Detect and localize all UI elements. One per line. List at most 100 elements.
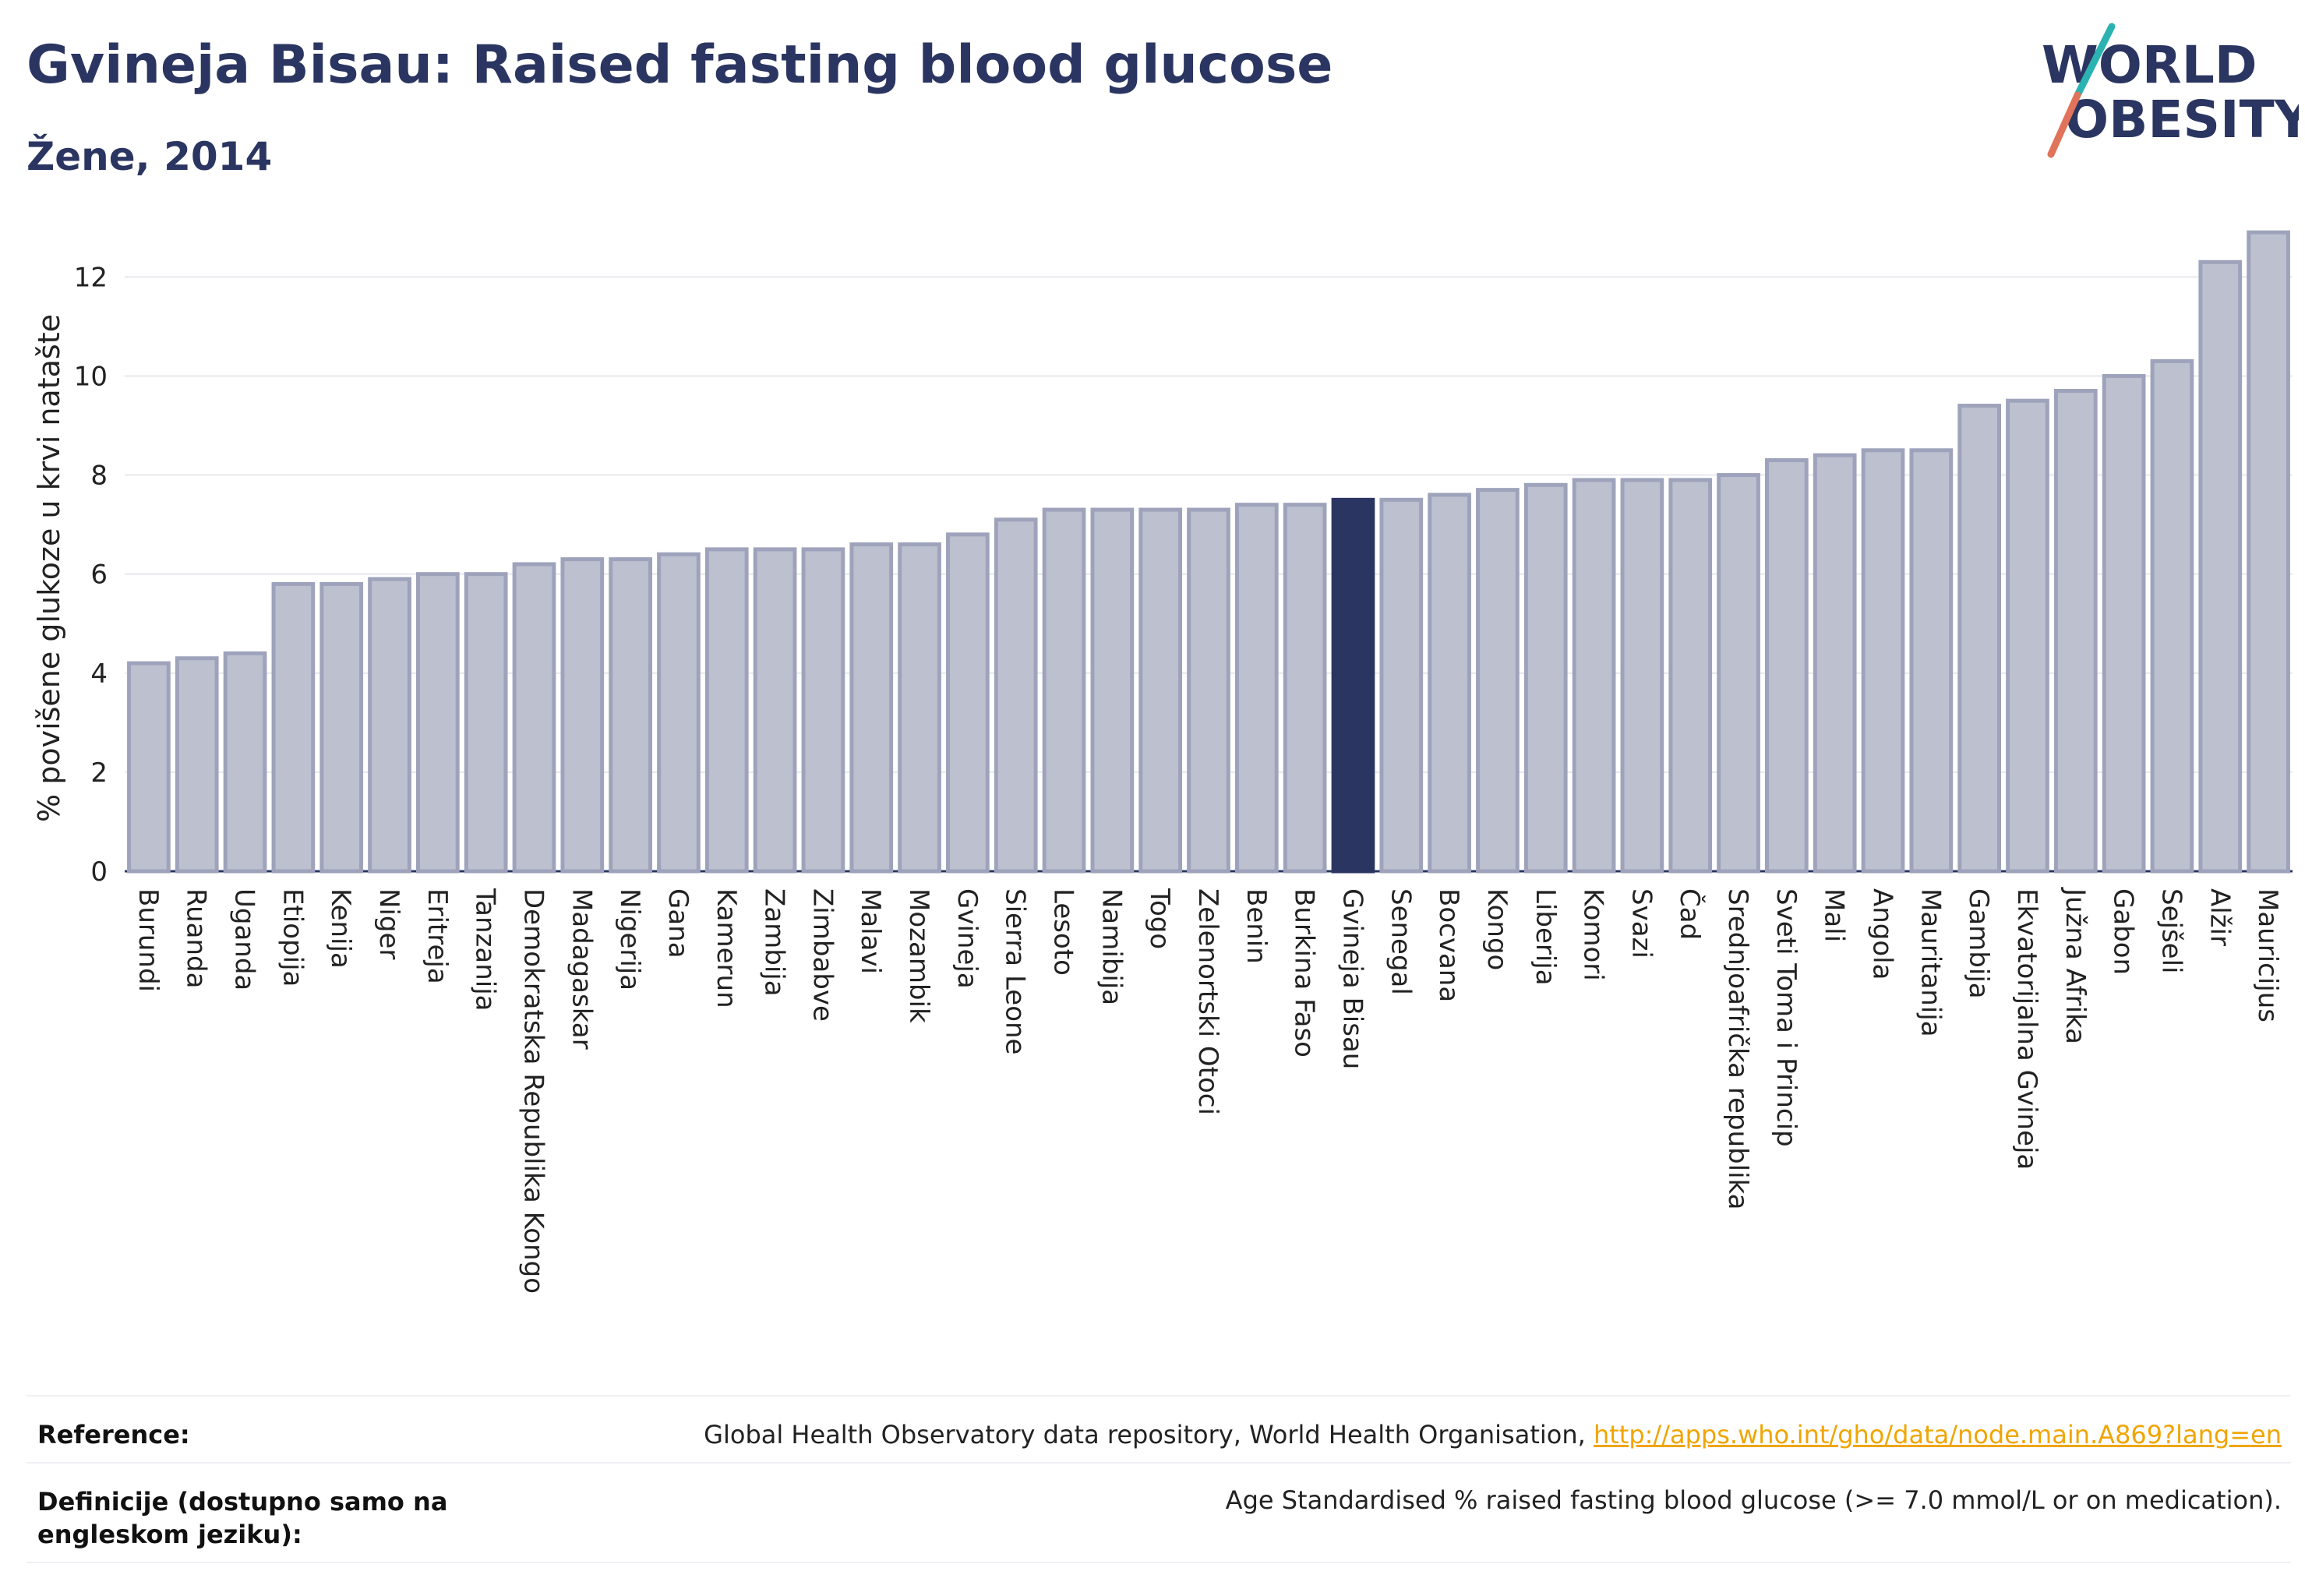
x-tick-label: Burkina Faso bbox=[1289, 888, 1320, 1058]
x-tick-label: Alžir bbox=[2204, 888, 2235, 946]
bar-lesoto[interactable] bbox=[1042, 507, 1086, 874]
reference-text: Global Health Observatory data repositor… bbox=[704, 1420, 2282, 1449]
bar-gvineja[interactable] bbox=[946, 532, 990, 874]
chart-title: Gvineja Bisau: Raised fasting blood gluc… bbox=[26, 34, 1333, 96]
bar-gvineja-bisau[interactable] bbox=[1331, 497, 1375, 874]
bar-gambija[interactable] bbox=[1957, 404, 2002, 874]
definition-text: Age Standardised % raised fasting blood … bbox=[1225, 1485, 2282, 1515]
x-tick-label: Tanzanija bbox=[470, 888, 501, 1011]
bar-sveti-toma-i-princip[interactable] bbox=[1765, 457, 1809, 874]
bar-togo[interactable] bbox=[1138, 507, 1183, 874]
bar-južna-afrika[interactable] bbox=[2053, 389, 2098, 874]
x-tick-label: Srednjoafrička republika bbox=[1722, 888, 1753, 1209]
y-tick-label: 2 bbox=[90, 757, 108, 789]
bar-sierra-leone[interactable] bbox=[994, 517, 1038, 874]
bar-gana[interactable] bbox=[657, 552, 701, 874]
x-tick-label: Burundi bbox=[132, 888, 164, 992]
x-tick-label: Komori bbox=[1578, 888, 1609, 981]
x-tick-label: Sierra Leone bbox=[1000, 888, 1031, 1054]
bar-kamerun[interactable] bbox=[704, 547, 749, 874]
bar-uganda[interactable] bbox=[223, 651, 267, 874]
x-tick-label: Gana bbox=[662, 888, 694, 959]
footer-divider bbox=[26, 1462, 2291, 1464]
bar-ekvatorijalna-gvineja[interactable] bbox=[2006, 398, 2049, 874]
x-tick-label: Sejšeli bbox=[2155, 888, 2187, 973]
y-tick-label: 4 bbox=[90, 659, 108, 690]
world-obesity-logo: WORLD OBESITY bbox=[2042, 23, 2299, 158]
x-tick-label: Lesoto bbox=[1048, 888, 1079, 976]
bar-mauritanija[interactable] bbox=[1909, 448, 1954, 874]
bar-kenija[interactable] bbox=[319, 581, 364, 874]
bar-zelenortski-otoci[interactable] bbox=[1187, 507, 1230, 874]
x-tick-label: Ekvatorijalna Gvineja bbox=[2011, 888, 2042, 1170]
x-tick-label: Svazi bbox=[1626, 888, 1657, 959]
bar-zimbabve[interactable] bbox=[801, 547, 845, 874]
reference-label: Reference: bbox=[37, 1420, 190, 1449]
x-tick-label: Etiopija bbox=[277, 888, 308, 987]
x-tick-label: Gvineja bbox=[951, 888, 983, 989]
x-tick-label: Gambija bbox=[1963, 888, 1994, 999]
bar-mali[interactable] bbox=[1813, 453, 1857, 874]
bar-nigerija[interactable] bbox=[609, 557, 652, 874]
y-tick-label: 0 bbox=[90, 856, 108, 888]
x-tick-label: Mauricijus bbox=[2252, 888, 2283, 1022]
bar-komori[interactable] bbox=[1572, 478, 1616, 874]
y-tick-label: 8 bbox=[90, 461, 108, 492]
footer-divider bbox=[26, 1562, 2291, 1563]
x-tick-label: Ruanda bbox=[181, 888, 212, 988]
bar-čad[interactable] bbox=[1668, 478, 1713, 874]
bar-malavi[interactable] bbox=[849, 542, 894, 874]
bar-sejšeli[interactable] bbox=[2150, 358, 2194, 874]
x-tick-label: Mali bbox=[1819, 888, 1850, 942]
x-tick-label: Demokratska Republika Kongo bbox=[517, 888, 549, 1294]
reference-link[interactable]: http://apps.who.int/gho/data/node.main.A… bbox=[1593, 1420, 2282, 1449]
x-tick-label: Senegal bbox=[1385, 888, 1416, 995]
footer-divider bbox=[26, 1395, 2291, 1396]
bar-svazi[interactable] bbox=[1620, 478, 1664, 874]
bar-burkina-faso[interactable] bbox=[1283, 503, 1327, 874]
bar-chart: 0 2 4 6 8 10 12 Burundi Ruanda Uganda Etiopija Ken… bbox=[32, 230, 2293, 1294]
bar-angola[interactable] bbox=[1861, 448, 1905, 874]
x-tick-label: Južna Afrika bbox=[2060, 887, 2091, 1044]
x-tick-label: Namibija bbox=[1096, 888, 1127, 1005]
bar-liberija[interactable] bbox=[1523, 482, 1568, 874]
bar-tanzanija[interactable] bbox=[464, 572, 508, 874]
bar-madagaskar[interactable] bbox=[560, 557, 605, 874]
bar-niger[interactable] bbox=[368, 577, 411, 874]
bar-benin[interactable] bbox=[1234, 503, 1279, 874]
bar-kongo[interactable] bbox=[1476, 488, 1520, 874]
bar-bocvana[interactable] bbox=[1428, 493, 1471, 874]
svg-text:WORLD: WORLD bbox=[2042, 35, 2257, 95]
bar-namibija[interactable] bbox=[1090, 507, 1135, 874]
bar-ruanda[interactable] bbox=[175, 656, 219, 874]
x-tick-label: Mozambik bbox=[903, 888, 934, 1023]
x-tick-label: Gabon bbox=[2108, 888, 2139, 975]
bar-demokratska-republika-kongo[interactable] bbox=[512, 562, 556, 874]
x-tick-label: Zimbabve bbox=[807, 888, 838, 1022]
bar-srednjoafrička-republika[interactable] bbox=[1717, 473, 1760, 874]
bar-senegal[interactable] bbox=[1379, 497, 1424, 874]
bar-eritreja[interactable] bbox=[415, 572, 460, 874]
x-tick-label: Malavi bbox=[855, 888, 886, 974]
definition-label: Definicije (dostupno samo na engleskom j… bbox=[37, 1487, 448, 1549]
x-tick-label: Madagaskar bbox=[566, 888, 597, 1050]
bar-burundi[interactable] bbox=[127, 661, 171, 874]
bar-mauricijus[interactable] bbox=[2247, 230, 2290, 874]
x-tick-label: Eritreja bbox=[422, 888, 453, 984]
bar-mozambik[interactable] bbox=[898, 542, 941, 874]
bar-gabon[interactable] bbox=[2102, 373, 2146, 874]
x-tick-label: Angola bbox=[1867, 888, 1898, 980]
x-tick-label: Mauritanija bbox=[1915, 888, 1946, 1037]
bar-zambija[interactable] bbox=[753, 547, 797, 874]
bar-etiopija[interactable] bbox=[271, 581, 316, 874]
y-axis-label: % povišene glukoze u krvi natašte bbox=[32, 314, 66, 822]
x-tick-label: Benin bbox=[1241, 888, 1272, 964]
x-tick-label: Čad bbox=[1674, 888, 1706, 940]
x-tick-label: Zambija bbox=[759, 888, 790, 997]
x-tick-label: Liberija bbox=[1530, 888, 1561, 986]
x-tick-label: Togo bbox=[1144, 888, 1175, 949]
x-tick-label: Gvineja Bisau bbox=[1336, 888, 1368, 1069]
bar-alžir[interactable] bbox=[2198, 260, 2243, 874]
x-tick-label: Niger bbox=[373, 888, 404, 959]
x-tick-label: Bocvana bbox=[1433, 888, 1464, 1002]
